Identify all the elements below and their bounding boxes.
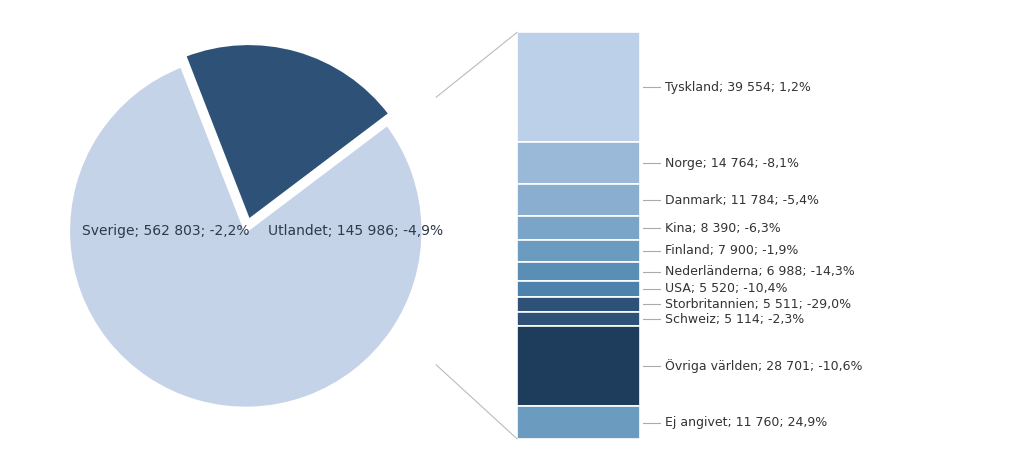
Text: USA; 5 520; -10,4%: USA; 5 520; -10,4% [666, 282, 787, 295]
Bar [517, 240, 640, 262]
Bar [517, 142, 640, 183]
Text: Norge; 14 764; -8,1%: Norge; 14 764; -8,1% [666, 157, 800, 170]
Wedge shape [184, 43, 390, 221]
Text: Storbritannien; 5 511; -29,0%: Storbritannien; 5 511; -29,0% [666, 298, 852, 311]
Bar [517, 406, 640, 439]
Text: Övriga världen; 28 701; -10,6%: Övriga världen; 28 701; -10,6% [666, 359, 863, 373]
Text: Danmark; 11 784; -5,4%: Danmark; 11 784; -5,4% [666, 194, 819, 207]
Text: Ej angivet; 11 760; 24,9%: Ej angivet; 11 760; 24,9% [666, 416, 827, 429]
Text: Tyskland; 39 554; 1,2%: Tyskland; 39 554; 1,2% [666, 81, 811, 94]
Bar [517, 216, 640, 240]
Text: Utlandet; 145 986; -4,9%: Utlandet; 145 986; -4,9% [268, 224, 443, 238]
Bar [517, 262, 640, 281]
Text: Schweiz; 5 114; -2,3%: Schweiz; 5 114; -2,3% [666, 313, 805, 326]
Text: Sverige; 562 803; -2,2%: Sverige; 562 803; -2,2% [82, 224, 250, 238]
Text: Kina; 8 390; -6,3%: Kina; 8 390; -6,3% [666, 222, 781, 235]
Text: Nederländerna; 6 988; -14,3%: Nederländerna; 6 988; -14,3% [666, 265, 855, 278]
Bar [517, 326, 640, 406]
Bar [517, 183, 640, 216]
Bar [517, 297, 640, 312]
Bar [517, 281, 640, 297]
Wedge shape [69, 66, 423, 408]
Text: Finland; 7 900; -1,9%: Finland; 7 900; -1,9% [666, 244, 799, 257]
Bar [517, 312, 640, 326]
Bar [517, 32, 640, 142]
